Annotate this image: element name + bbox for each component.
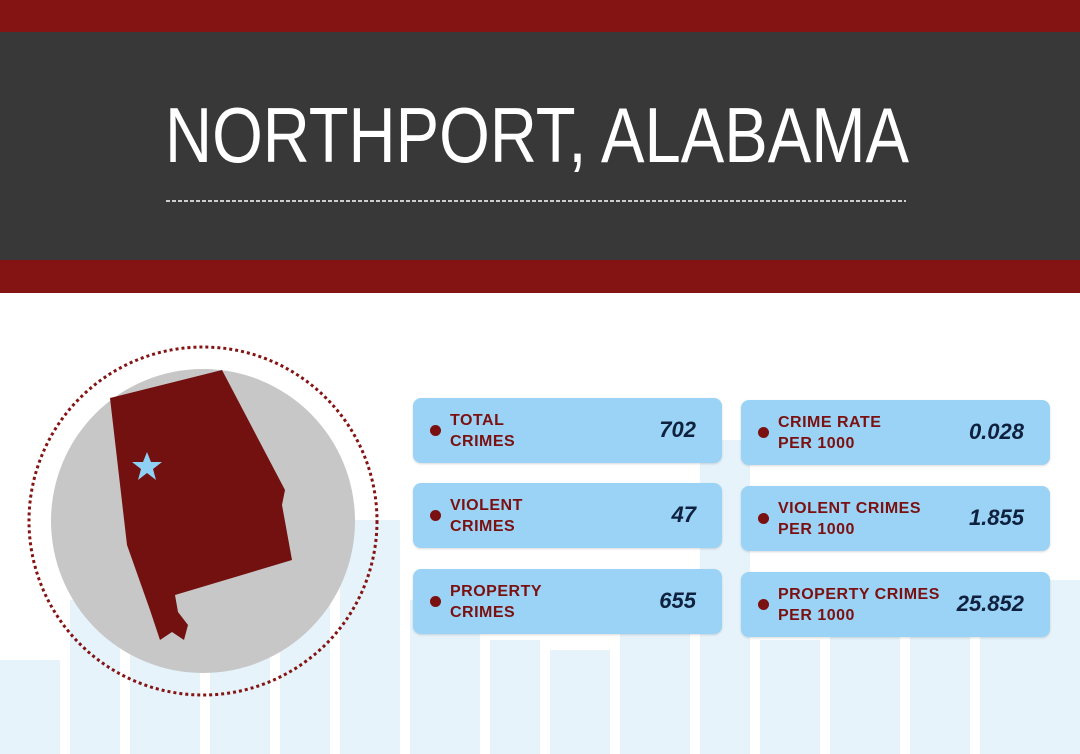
alabama-map <box>110 370 292 640</box>
stat-label-line: CRIMES <box>450 518 516 535</box>
stat-label-line: PER 1000 <box>778 521 855 538</box>
stat-label: PROPERTY CRIMES <box>450 581 542 623</box>
bullet <box>758 599 769 610</box>
stat-label-line: VIOLENT <box>450 497 523 514</box>
stat-value: 0.028 <box>968 419 1024 444</box>
stat-label-line: TOTAL <box>450 412 505 429</box>
stat-label-line: PER 1000 <box>778 607 855 624</box>
bullet <box>430 425 441 436</box>
stat-card: VIOLENT CRIMES PER 1000 1.855 <box>741 486 1050 551</box>
bullet <box>430 510 441 521</box>
location-star <box>132 452 162 480</box>
bullet <box>758 427 769 438</box>
bullet <box>758 513 769 524</box>
stat-value: 1.855 <box>968 505 1024 530</box>
stat-label-line: PER 1000 <box>778 435 855 452</box>
stat-value: 25.852 <box>956 591 1024 616</box>
stat-card: PROPERTY CRIMES 655 <box>413 569 722 634</box>
stat-value: 655 <box>659 588 696 613</box>
bullet <box>430 596 441 607</box>
stat-label: CRIME RATE PER 1000 <box>778 412 881 454</box>
stat-label-line: PROPERTY CRIMES <box>778 586 940 603</box>
stat-label-line: CRIMES <box>450 604 516 621</box>
stat-label: VIOLENT CRIMES <box>450 495 523 537</box>
stat-label-line: VIOLENT CRIMES <box>778 500 922 517</box>
stat-label: VIOLENT CRIMES PER 1000 <box>778 498 921 540</box>
stat-label: PROPERTY CRIMES PER 1000 <box>778 584 940 626</box>
stat-value: 47 <box>671 502 696 527</box>
map-ring <box>27 345 379 697</box>
stat-label-line: CRIMES <box>450 433 516 450</box>
stat-label: TOTAL CRIMES <box>450 410 515 452</box>
stat-card: VIOLENT CRIMES 47 <box>413 483 722 548</box>
stat-card: PROPERTY CRIMES PER 1000 25.852 <box>741 572 1050 637</box>
title: NORTHPORT, ALABAMA <box>165 91 909 179</box>
stat-card: CRIME RATE PER 1000 0.028 <box>741 400 1050 465</box>
stat-value: 702 <box>659 417 696 442</box>
stat-label-line: CRIME RATE <box>778 414 882 431</box>
stat-label-line: PROPERTY <box>450 583 543 600</box>
stat-card: TOTAL CRIMES 702 <box>413 398 722 463</box>
